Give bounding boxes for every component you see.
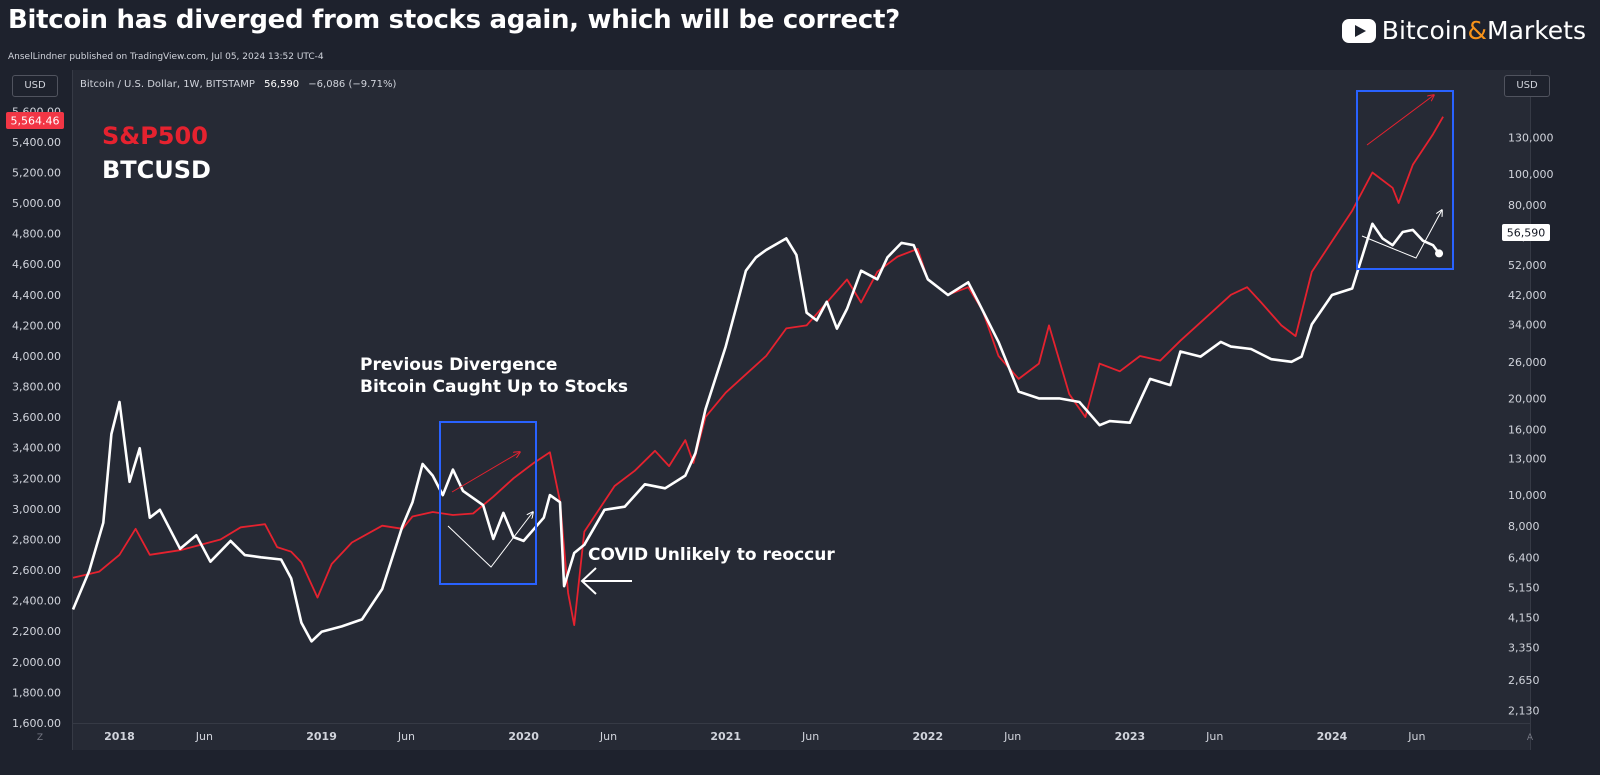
brand-logo[interactable]: Bitcoin & Markets (1341, 16, 1586, 45)
time-tick-label: Jun (1003, 730, 1021, 743)
right-tick-label: 3,350 (1508, 642, 1540, 655)
right-tick-label: 2,130 (1508, 705, 1540, 718)
prev-divergence-line2: Bitcoin Caught Up to Stocks (360, 377, 628, 397)
left-tick-label: 4,000.00 (12, 350, 61, 363)
sp500-series-line (72, 116, 1444, 626)
right-tick-label: 20,000 (1508, 392, 1547, 405)
right-tick-label: 13,000 (1508, 452, 1547, 465)
right-tick-label: 4,150 (1508, 612, 1540, 625)
time-tick-label: 2023 (1115, 730, 1146, 743)
corner-right: A (1527, 733, 1534, 743)
symbol-change: −6,086 (−9.71%) (308, 79, 396, 90)
left-tick-label: 3,000.00 (12, 503, 61, 516)
time-tick-label: 2020 (508, 730, 539, 743)
left-tick-label: 3,600.00 (12, 411, 61, 424)
right-tick-label: 2,650 (1508, 674, 1540, 687)
right-currency-selector[interactable]: USD (1504, 75, 1550, 97)
covid-arrow-icon (580, 567, 632, 595)
right-tick-label: 16,000 (1508, 424, 1547, 437)
current-divergence-box[interactable] (1356, 90, 1454, 270)
right-tick-label: 10,000 (1508, 489, 1547, 502)
left-tick-label: 2,000.00 (12, 656, 61, 669)
series-layer (71, 116, 1444, 643)
right-tick-label: 130,000 (1508, 131, 1554, 144)
left-tick-label: 3,400.00 (12, 442, 61, 455)
left-tick-label: 2,200.00 (12, 625, 61, 638)
left-tick-label: 2,600.00 (12, 564, 61, 577)
sp500-price-label: 5,564.46 (11, 115, 60, 128)
brand-bitcoin: Bitcoin (1381, 16, 1468, 45)
covid-label: COVID Unlikely to reoccur (588, 545, 835, 565)
left-tick-label: 4,800.00 (12, 228, 61, 241)
left-tick-label: 5,200.00 (12, 166, 61, 179)
time-tick-label: Jun (397, 730, 415, 743)
time-tick-label: 2019 (306, 730, 337, 743)
symbol-info: Bitcoin / U.S. Dollar, 1W, BITSTAMP 56,5… (80, 79, 397, 90)
time-tick-label: 2024 (1317, 730, 1348, 743)
prev-sp500-trend-arrow (451, 452, 520, 493)
time-tick-label: Jun (1407, 730, 1425, 743)
left-tick-label: 1,800.00 (12, 686, 61, 699)
left-tick-label: 2,800.00 (12, 533, 61, 546)
right-tick-label: 42,000 (1508, 289, 1547, 302)
right-tick-label: 100,000 (1508, 168, 1554, 181)
time-tick-label: 2018 (104, 730, 135, 743)
right-tick-label: 8,000 (1508, 520, 1540, 533)
btcusd-last-point (1435, 249, 1444, 258)
right-tick-label: 6,400 (1508, 551, 1540, 564)
time-tick-label: Jun (801, 730, 819, 743)
current-btc-v-arrow (1361, 210, 1442, 259)
left-tick-label: 5,400.00 (12, 136, 61, 149)
btc-price-label: 56,590 (1507, 227, 1546, 240)
left-tick-label: 2,400.00 (12, 595, 61, 608)
legend-sp500: S&P500 (102, 122, 208, 150)
left-tick-label: 5,000.00 (12, 197, 61, 210)
right-tick-label: 5,150 (1508, 582, 1540, 595)
time-tick-label: Jun (1205, 730, 1223, 743)
time-tick-label: 2021 (710, 730, 741, 743)
brand-markets: Markets (1487, 16, 1586, 45)
right-tick-label: 26,000 (1508, 356, 1547, 369)
prev-divergence-box[interactable] (439, 421, 537, 585)
corner-left: Z (37, 733, 43, 743)
current-sp500-trend-arrow (1366, 95, 1434, 146)
header: Bitcoin has diverged from stocks again, … (0, 0, 1600, 62)
time-tick-label: 2022 (912, 730, 943, 743)
brand-ampersand: & (1467, 16, 1488, 45)
published-info: AnselLindner published on TradingView.co… (8, 52, 324, 62)
left-currency-selector[interactable]: USD (12, 75, 58, 97)
left-tick-label: 3,800.00 (12, 381, 61, 394)
left-tick-label: 4,600.00 (12, 258, 61, 271)
symbol-name: Bitcoin / U.S. Dollar, 1W, BITSTAMP (80, 79, 255, 90)
left-tick-label: 3,200.00 (12, 472, 61, 485)
right-tick-label: 80,000 (1508, 199, 1547, 212)
left-tick-label: 1,600.00 (12, 717, 61, 730)
page-title: Bitcoin has diverged from stocks again, … (8, 5, 900, 35)
symbol-price: 56,590 (264, 79, 299, 90)
right-tick-label: 52,000 (1508, 259, 1547, 272)
right-tick-label: 34,000 (1508, 318, 1547, 331)
time-tick-label: Jun (195, 730, 213, 743)
left-tick-label: 4,400.00 (12, 289, 61, 302)
legend-btc: BTCUSD (102, 156, 211, 184)
sp500-price-badge (6, 112, 64, 129)
left-tick-label: 4,200.00 (12, 319, 61, 332)
left-axis-ticks: 1,600.00 1,800.00 2,000.00 2,200.00 2,400.00… (12, 105, 61, 730)
plot-area[interactable] (73, 70, 1530, 750)
time-tick-label: Jun (599, 730, 617, 743)
prev-btc-v-arrow (447, 512, 533, 568)
time-axis-ticks: 2018 Jun 2019 Jun 2020 Jun 2021 Jun 2022 Jun 2023 J… (104, 730, 1425, 743)
btc-price-badge (1502, 224, 1550, 241)
btcusd-series-line (71, 222, 1441, 643)
prev-divergence-line1: Previous Divergence (360, 355, 557, 375)
youtube-play-icon (1341, 18, 1376, 43)
